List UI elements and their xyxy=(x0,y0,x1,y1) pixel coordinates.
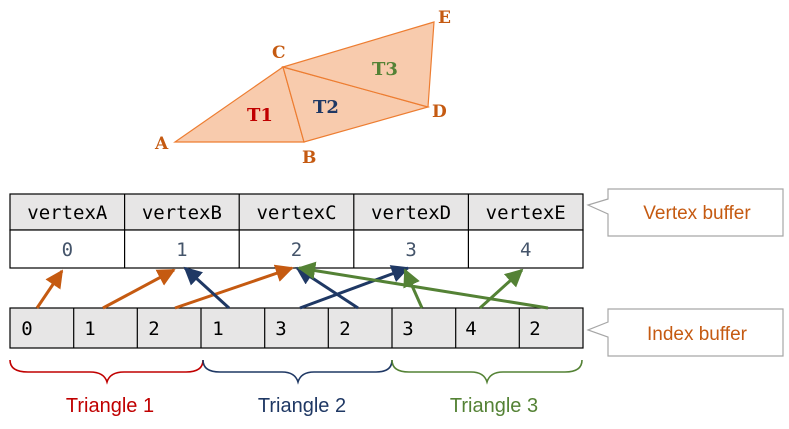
arrow-t3-3 xyxy=(403,268,424,309)
vertex-label-b: B xyxy=(302,148,316,168)
group-label-triangle-1: Triangle 1 xyxy=(66,395,154,417)
group-label-triangle-3: Triangle 3 xyxy=(450,395,538,417)
triangle-name-t3: T3 xyxy=(372,59,398,80)
index-cell-4: 3 xyxy=(275,318,286,340)
index-cell-1: 1 xyxy=(84,318,95,340)
arrow-t2-3 xyxy=(299,265,410,310)
arrow-t2-1 xyxy=(183,266,231,310)
vertex-cell-a: vertexA xyxy=(27,202,108,224)
index-cell-3: 1 xyxy=(212,318,223,340)
vertex-label-a: A xyxy=(154,134,169,154)
vertex-index-1: 1 xyxy=(176,239,187,261)
triangle-name-t2: T2 xyxy=(313,97,339,118)
triangle-name-t1: T1 xyxy=(247,105,273,126)
index-buffer: 0 1 2 1 3 2 3 4 2 xyxy=(9,307,584,349)
vertex-index-2: 2 xyxy=(291,239,302,261)
index-buffer-callout: Index buffer xyxy=(586,308,784,357)
vertex-cell-c: vertexC xyxy=(256,202,336,224)
vertex-label-c: C xyxy=(272,43,286,63)
arrow-t3-2 xyxy=(297,261,549,310)
index-cell-5: 2 xyxy=(339,318,350,340)
group-label-triangle-2: Triangle 2 xyxy=(258,395,346,417)
brace-triangle-2 xyxy=(202,359,393,385)
triangle-mesh: A B C D E T1 T2 T3 xyxy=(154,8,451,168)
brace-triangle-1 xyxy=(9,359,204,385)
index-buffer-label: Index buffer xyxy=(647,324,748,345)
vertex-index-3: 3 xyxy=(405,239,416,261)
vertex-buffer-callout: Vertex buffer xyxy=(586,188,784,237)
vertex-buffer-label: Vertex buffer xyxy=(643,203,751,224)
triangle-t3 xyxy=(280,21,435,108)
vertex-index-0: 0 xyxy=(62,239,73,261)
vertex-cell-d: vertexD xyxy=(371,202,451,224)
index-cell-7: 4 xyxy=(465,318,476,340)
brace-triangle-3 xyxy=(391,359,583,385)
vertex-label-e: E xyxy=(438,8,451,28)
vertex-cell-b: vertexB xyxy=(142,202,222,224)
triangle-t1 xyxy=(173,66,305,143)
index-cell-8: 2 xyxy=(529,318,540,340)
arrow-t1-0 xyxy=(35,269,64,309)
index-arrows xyxy=(35,261,549,310)
index-cell-2: 2 xyxy=(148,318,159,340)
vertex-label-d: D xyxy=(432,102,447,122)
vertex-cell-e: vertexE xyxy=(486,202,566,224)
arrow-t1-2 xyxy=(174,264,294,310)
triangle-groups: Triangle 1 Triangle 2 Triangle 3 xyxy=(9,359,583,417)
index-cell-0: 0 xyxy=(21,318,32,340)
vertex-index-4: 4 xyxy=(520,239,531,261)
arrow-t1-1 xyxy=(102,268,176,310)
index-cell-6: 3 xyxy=(402,318,413,340)
arrow-t3-4 xyxy=(478,268,524,310)
vertex-buffer: vertexA vertexB vertexC vertexD vertexE … xyxy=(9,193,584,269)
